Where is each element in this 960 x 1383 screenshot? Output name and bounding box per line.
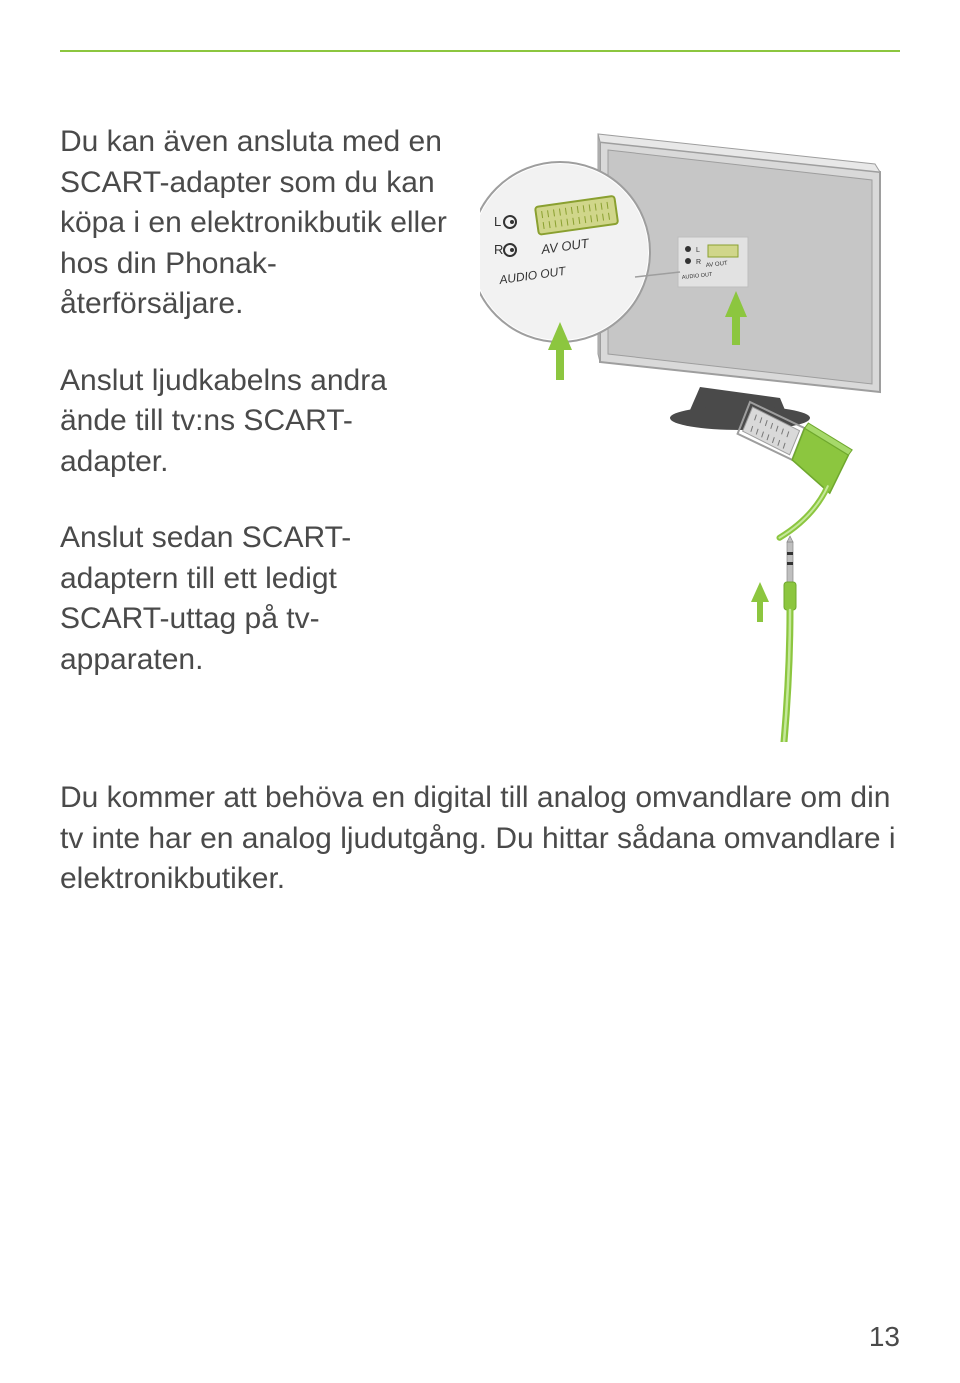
detail-label-L: L <box>494 214 501 229</box>
content-row: Du kan även ansluta med en SCART-adapter… <box>60 122 900 742</box>
tv-scart-illustration: L R AV OUT AUDIO OUT <box>480 122 900 742</box>
page-number: 13 <box>869 1321 900 1353</box>
paragraph-4: Du kommer att behöva en digital till ana… <box>60 778 900 900</box>
text-column: Du kan även ansluta med en SCART-adapter… <box>60 122 450 742</box>
paragraph-2: Anslut ljudkabelns andra ände till tv:ns… <box>60 361 450 483</box>
tv-label-L: L <box>696 247 700 254</box>
audio-jack-icon <box>751 536 796 742</box>
paragraph-1: Du kan även ansluta med en SCART-adapter… <box>60 122 450 325</box>
detail-label-R: R <box>494 242 503 257</box>
illustration-column: L R AV OUT AUDIO OUT <box>480 122 900 742</box>
paragraph-3: Anslut sedan SCART-adaptern till ett led… <box>60 518 450 680</box>
tv-label-R: R <box>696 259 701 266</box>
top-rule <box>60 50 900 52</box>
